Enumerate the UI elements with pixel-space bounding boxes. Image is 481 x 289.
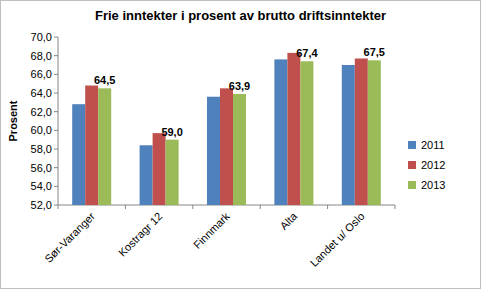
x-tick [125, 205, 126, 209]
data-label: 67,5 [364, 46, 385, 58]
legend-label: 2013 [421, 179, 445, 191]
x-tick [260, 205, 261, 209]
bar [220, 88, 233, 205]
y-tick-label: 54,0 [31, 180, 52, 192]
y-tick [54, 111, 58, 112]
y-tick-label: 70,0 [31, 31, 52, 43]
y-tick [54, 149, 58, 150]
y-tick [54, 37, 58, 38]
bar [368, 60, 381, 205]
data-label: 67,4 [296, 47, 318, 59]
y-tick-label: 56,0 [31, 162, 52, 174]
bar [274, 59, 287, 205]
x-tick-label: Alta [277, 209, 300, 232]
legend-label: 2011 [421, 139, 445, 151]
bar [140, 145, 153, 205]
legend: 2011 2012 2013 [408, 139, 445, 191]
bar [233, 94, 246, 205]
y-tick-label: 60,0 [31, 124, 52, 136]
legend-swatch [408, 141, 416, 149]
y-tick-label: 68,0 [31, 50, 52, 62]
title: Frie inntekter i prosent av brutto drift… [95, 8, 386, 23]
x-tick [58, 205, 59, 209]
chart-border [1, 1, 481, 289]
bar [166, 140, 179, 205]
y-tick-label: 62,0 [31, 106, 52, 118]
bar [85, 86, 98, 205]
y-tick [54, 74, 58, 75]
bar [287, 53, 300, 205]
bar [72, 104, 85, 205]
legend-label: 2012 [421, 159, 445, 171]
bar [153, 133, 166, 205]
bar [355, 58, 368, 205]
y-tick [54, 186, 58, 187]
x-tick [192, 205, 193, 209]
x-tick-label: Kostragr 12 [116, 210, 165, 259]
x-tick-label: Landet u/ Oslo [308, 210, 367, 269]
x-tick-label: Finnmark [191, 210, 232, 251]
chart: Frie inntekter i prosent av brutto drift… [0, 0, 481, 289]
bar [300, 61, 313, 205]
x-tick [395, 205, 396, 209]
y-tick [54, 55, 58, 56]
bar [207, 97, 220, 205]
y-tick-label: 64,0 [31, 87, 52, 99]
y-tick [54, 93, 58, 94]
bar [98, 88, 111, 205]
y-axis-label: Prosent [7, 100, 19, 141]
x-tick [327, 205, 328, 209]
y-tick-label: 52,0 [31, 199, 52, 211]
y-tick [54, 130, 58, 131]
bar [342, 65, 355, 205]
data-label: 64,5 [94, 74, 115, 86]
x-tick-label: Sør-Varanger [42, 210, 97, 265]
data-label: 59,0 [161, 126, 182, 138]
legend-swatch [408, 161, 416, 169]
bars [72, 53, 381, 205]
y-tick-label: 58,0 [31, 143, 52, 155]
y-tick [54, 167, 58, 168]
y-tick-label: 66,0 [31, 68, 52, 80]
y-tick [54, 205, 58, 206]
legend-swatch [408, 181, 416, 189]
data-label: 63,9 [229, 80, 250, 92]
y-axis [58, 37, 59, 205]
